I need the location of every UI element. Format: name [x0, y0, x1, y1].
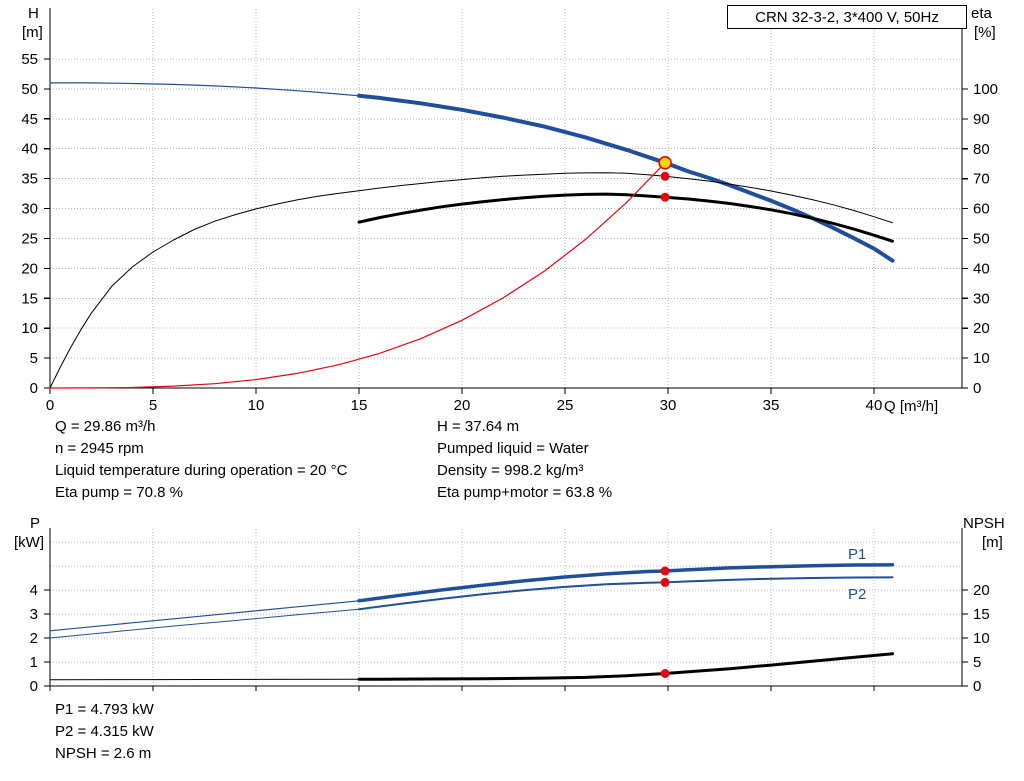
duty-info-right-column: H = 37.64 m Pumped liquid = Water Densit… — [437, 418, 612, 506]
p1-point-marker — [660, 566, 670, 576]
duty-liquid-text: Pumped liquid = Water — [437, 440, 589, 457]
curve-head-curve — [357, 93, 895, 263]
p-tick-label: 2 — [30, 630, 38, 647]
q-axis-title: Q [m³/h] — [884, 398, 939, 415]
duty-eta-pump-text: Eta pump = 70.8 % — [55, 484, 183, 501]
npsh-tick-label: 10 — [973, 630, 990, 647]
h-tick-label: 15 — [21, 290, 38, 307]
eta-pump-motor-point-marker — [660, 192, 670, 202]
npsh-tick-label: 5 — [973, 654, 981, 671]
h-tick-label: 50 — [21, 81, 38, 98]
eta-axis-unit: [%] — [974, 24, 996, 41]
eta-tick-label: 30 — [973, 290, 990, 307]
duty-density-text: Density = 998.2 kg/m³ — [437, 462, 584, 479]
curve-p2-curve-low-flow — [49, 608, 360, 639]
q-tick-label: 30 — [660, 397, 677, 414]
h-tick-label: 30 — [21, 201, 38, 218]
power-info-column: P1 = 4.793 kW P2 = 4.315 kW NPSH = 2.6 m — [55, 701, 154, 767]
q-tick-label: 0 — [46, 397, 54, 414]
npsh-axis-unit: [m] — [982, 534, 1003, 551]
p-tick-label: 1 — [30, 654, 38, 671]
p-tick-label: 4 — [30, 582, 38, 599]
q-tick-label: 15 — [351, 397, 368, 414]
h-axis-title: H — [28, 5, 39, 22]
curve-eta-pump-motor-curve — [357, 192, 894, 243]
npsh-tick-label: 0 — [973, 678, 981, 695]
p-axis-unit: [kW] — [14, 534, 44, 551]
curve-npsh-curve-low-flow — [49, 678, 360, 681]
h-tick-label: 10 — [21, 320, 38, 337]
npsh-tick-label: 20 — [973, 582, 990, 599]
p1-curve-label: P1 — [848, 546, 867, 563]
q-tick-label: 5 — [149, 397, 157, 414]
eta-tick-label: 80 — [973, 141, 990, 158]
duty-p2-text: P2 = 4.315 kW — [55, 723, 154, 740]
curve-p1-curve-low-flow — [49, 600, 360, 632]
h-axis-unit: [m] — [22, 24, 43, 41]
npsh-axis-title: NPSH — [963, 515, 1005, 532]
curve-eta-pump-curve — [49, 172, 893, 389]
p2-curve-label: P2 — [848, 586, 867, 603]
p-tick-label: 0 — [30, 678, 38, 695]
curve-p2-curve — [358, 576, 894, 611]
eta-tick-label: 20 — [973, 320, 990, 337]
eta-pump-point-marker — [660, 171, 670, 181]
curve-head-curve-low-flow — [49, 82, 360, 97]
pump-model-label: CRN 32-3-2, 3*400 V, 50Hz — [755, 8, 939, 26]
q-tick-label: 35 — [763, 397, 780, 414]
curve-npsh-curve — [357, 652, 894, 681]
eta-tick-label: 50 — [973, 231, 990, 248]
h-tick-label: 20 — [21, 260, 38, 277]
h-tick-label: 25 — [21, 230, 38, 247]
npsh-point-marker — [660, 669, 670, 678]
eta-tick-label: 0 — [973, 380, 981, 397]
duty-point-marker — [658, 156, 672, 170]
eta-tick-label: 100 — [973, 81, 998, 98]
duty-npsh-text: NPSH = 2.6 m — [55, 745, 152, 762]
npsh-tick-label: 15 — [973, 606, 990, 623]
eta-axis-title: eta — [971, 5, 992, 22]
curve-duty-system-curve — [49, 162, 666, 389]
eta-tick-label: 60 — [973, 201, 990, 218]
h-tick-label: 55 — [21, 51, 38, 68]
pump-model-box: CRN 32-3-2, 3*400 V, 50Hz — [727, 5, 967, 29]
h-tick-label: 40 — [21, 141, 38, 158]
eta-tick-label: 10 — [973, 350, 990, 367]
duty-p1-text: P1 = 4.793 kW — [55, 701, 154, 718]
duty-speed-text: n = 2945 rpm — [55, 440, 144, 457]
eta-tick-label: 70 — [973, 171, 990, 188]
q-tick-label: 40 — [866, 397, 883, 414]
curve-p1-curve — [357, 563, 895, 603]
p-axis-title: P — [30, 515, 41, 532]
eta-tick-label: 40 — [973, 260, 990, 277]
h-tick-label: 0 — [30, 380, 38, 397]
h-tick-label: 45 — [21, 111, 38, 128]
p-tick-label: 3 — [30, 606, 38, 623]
eta-tick-label: 90 — [973, 111, 990, 128]
duty-head-text: H = 37.64 m — [437, 418, 520, 435]
duty-info-left-column: Q = 29.86 m³/h n = 2945 rpm Liquid tempe… — [55, 418, 347, 506]
q-tick-label: 20 — [454, 397, 471, 414]
h-tick-label: 35 — [21, 171, 38, 188]
duty-flow-text: Q = 29.86 m³/h — [55, 418, 156, 435]
duty-eta-pump-motor-text: Eta pump+motor = 63.8 % — [437, 484, 613, 501]
q-tick-label: 10 — [248, 397, 265, 414]
duty-liquid-temp-text: Liquid temperature during operation = 20… — [55, 462, 348, 479]
h-tick-label: 5 — [30, 350, 38, 367]
p2-point-marker — [660, 577, 670, 587]
q-tick-label: 25 — [557, 397, 574, 414]
